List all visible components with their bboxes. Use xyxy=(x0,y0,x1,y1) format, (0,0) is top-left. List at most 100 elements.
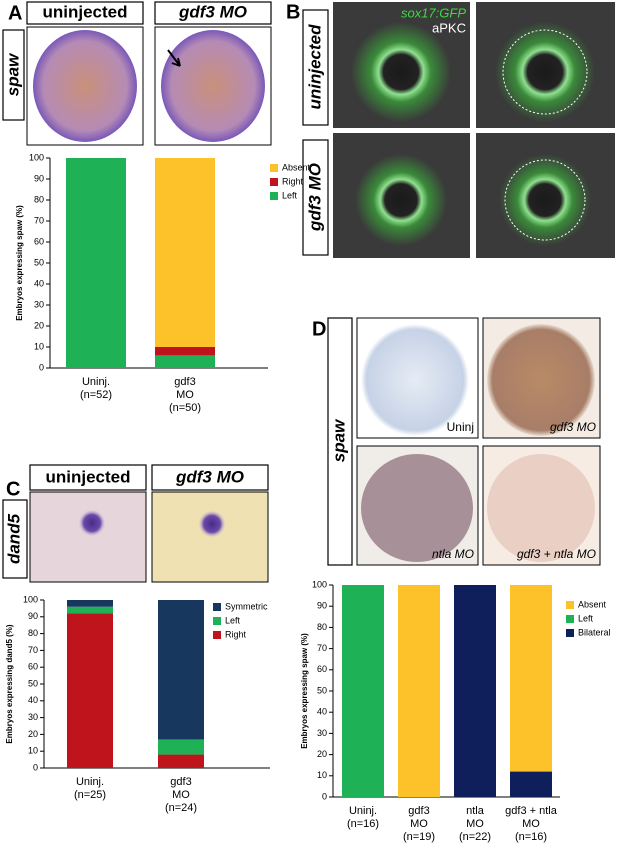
legend-swatch xyxy=(270,164,278,172)
x-tick-label: (n=24) xyxy=(165,802,197,814)
x-tick-label: gdf3 xyxy=(174,376,195,388)
legend-label: Absent xyxy=(282,162,311,172)
y-axis-label: Embryos expressing dand5 (%) xyxy=(5,624,14,743)
overlay-label: sox17:GFP xyxy=(401,5,466,20)
image xyxy=(151,491,269,583)
overlay-label: aPKC xyxy=(432,20,466,35)
bar-segment xyxy=(155,355,215,368)
y-tick-label: 10 xyxy=(28,746,38,756)
bar-segment xyxy=(155,158,215,347)
row-box xyxy=(2,499,28,579)
row-box xyxy=(302,9,329,126)
legend-swatch xyxy=(213,617,221,625)
y-tick-label: 100 xyxy=(312,579,327,589)
row-label: dand5 xyxy=(4,513,23,564)
row-box xyxy=(2,29,25,121)
row-box xyxy=(327,317,353,566)
header-box xyxy=(29,464,147,491)
x-tick-label: (n=50) xyxy=(169,402,201,414)
embryo xyxy=(487,454,595,562)
x-tick-label: (n=22) xyxy=(459,831,491,843)
legend-swatch xyxy=(213,603,221,611)
spot xyxy=(78,509,106,537)
bar-segment xyxy=(510,585,552,772)
outline xyxy=(502,29,588,115)
y-tick-label: 100 xyxy=(23,594,38,604)
y-tick-label: 10 xyxy=(317,770,327,780)
header: gdf3 MO xyxy=(178,2,247,21)
header-box xyxy=(154,1,272,25)
y-tick-label: 20 xyxy=(317,749,327,759)
bar-segment xyxy=(454,585,496,797)
x-tick-label: (n=16) xyxy=(515,831,547,843)
cells xyxy=(355,154,447,246)
embryo xyxy=(33,30,137,142)
header-box xyxy=(26,1,144,25)
x-tick-label: gdf3 xyxy=(170,776,191,788)
legend-label: Right xyxy=(225,629,247,639)
x-tick-label: MO xyxy=(176,389,194,401)
y-tick-label: 40 xyxy=(317,707,327,717)
embryo xyxy=(361,324,469,436)
x-tick-label: MO xyxy=(466,818,484,830)
legend-label: Left xyxy=(282,190,298,200)
legend-swatch xyxy=(566,629,574,637)
bar-segment xyxy=(158,739,204,755)
row-box xyxy=(302,139,329,256)
legend-label: Bilateral xyxy=(578,627,611,637)
x-tick-label: gdf3 xyxy=(408,805,429,817)
header: uninjected xyxy=(45,467,130,486)
bar-segment xyxy=(398,585,440,797)
legend-swatch xyxy=(566,615,574,623)
image xyxy=(29,491,147,583)
y-tick-label: 60 xyxy=(317,664,327,674)
x-tick-label: Uninj. xyxy=(349,805,377,817)
y-tick-label: 90 xyxy=(28,611,38,621)
bar-segment xyxy=(158,600,204,740)
y-tick-label: 30 xyxy=(317,728,327,738)
x-tick-label: Uninj. xyxy=(82,376,110,388)
legend-label: Left xyxy=(578,613,594,623)
x-tick-label: MO xyxy=(410,818,428,830)
legend-label: Absent xyxy=(578,599,607,609)
x-tick-label: (n=25) xyxy=(74,789,106,801)
bar-segment xyxy=(342,585,384,797)
y-tick-label: 60 xyxy=(28,662,38,672)
panel-label: B xyxy=(286,1,300,23)
y-tick-label: 60 xyxy=(34,236,44,246)
y-tick-label: 20 xyxy=(34,320,44,330)
image-label: ntla MO xyxy=(432,547,474,561)
x-tick-label: MO xyxy=(522,818,540,830)
legend-swatch xyxy=(566,601,574,609)
x-tick-label: gdf3 + ntla xyxy=(505,805,558,817)
x-tick-label: (n=16) xyxy=(347,818,379,830)
y-tick-label: 40 xyxy=(28,695,38,705)
bar-segment xyxy=(67,600,113,607)
y-tick-label: 70 xyxy=(34,215,44,225)
legend-swatch xyxy=(270,192,278,200)
arrow xyxy=(167,49,181,67)
header-box xyxy=(151,464,269,491)
bar-segment xyxy=(67,613,113,768)
legend-label: Left xyxy=(225,615,241,625)
y-tick-label: 20 xyxy=(28,729,38,739)
bar-segment xyxy=(155,347,215,356)
x-tick-label: (n=19) xyxy=(403,831,435,843)
x-tick-label: MO xyxy=(172,789,190,801)
y-tick-label: 80 xyxy=(317,622,327,632)
cells xyxy=(499,154,591,246)
header: gdf3 MO xyxy=(175,467,244,486)
y-tick-label: 80 xyxy=(34,194,44,204)
legend-swatch xyxy=(270,178,278,186)
bar-segment xyxy=(158,754,204,768)
row-label: gdf3 MO xyxy=(305,163,324,232)
y-tick-label: 50 xyxy=(34,257,44,267)
cells xyxy=(351,22,451,122)
legend-label: Right xyxy=(282,176,304,186)
y-tick-label: 100 xyxy=(29,152,44,162)
embryo xyxy=(487,324,595,436)
legend-label: Symmetric xyxy=(225,601,268,611)
y-tick-label: 50 xyxy=(28,678,38,688)
embryo xyxy=(361,454,473,562)
